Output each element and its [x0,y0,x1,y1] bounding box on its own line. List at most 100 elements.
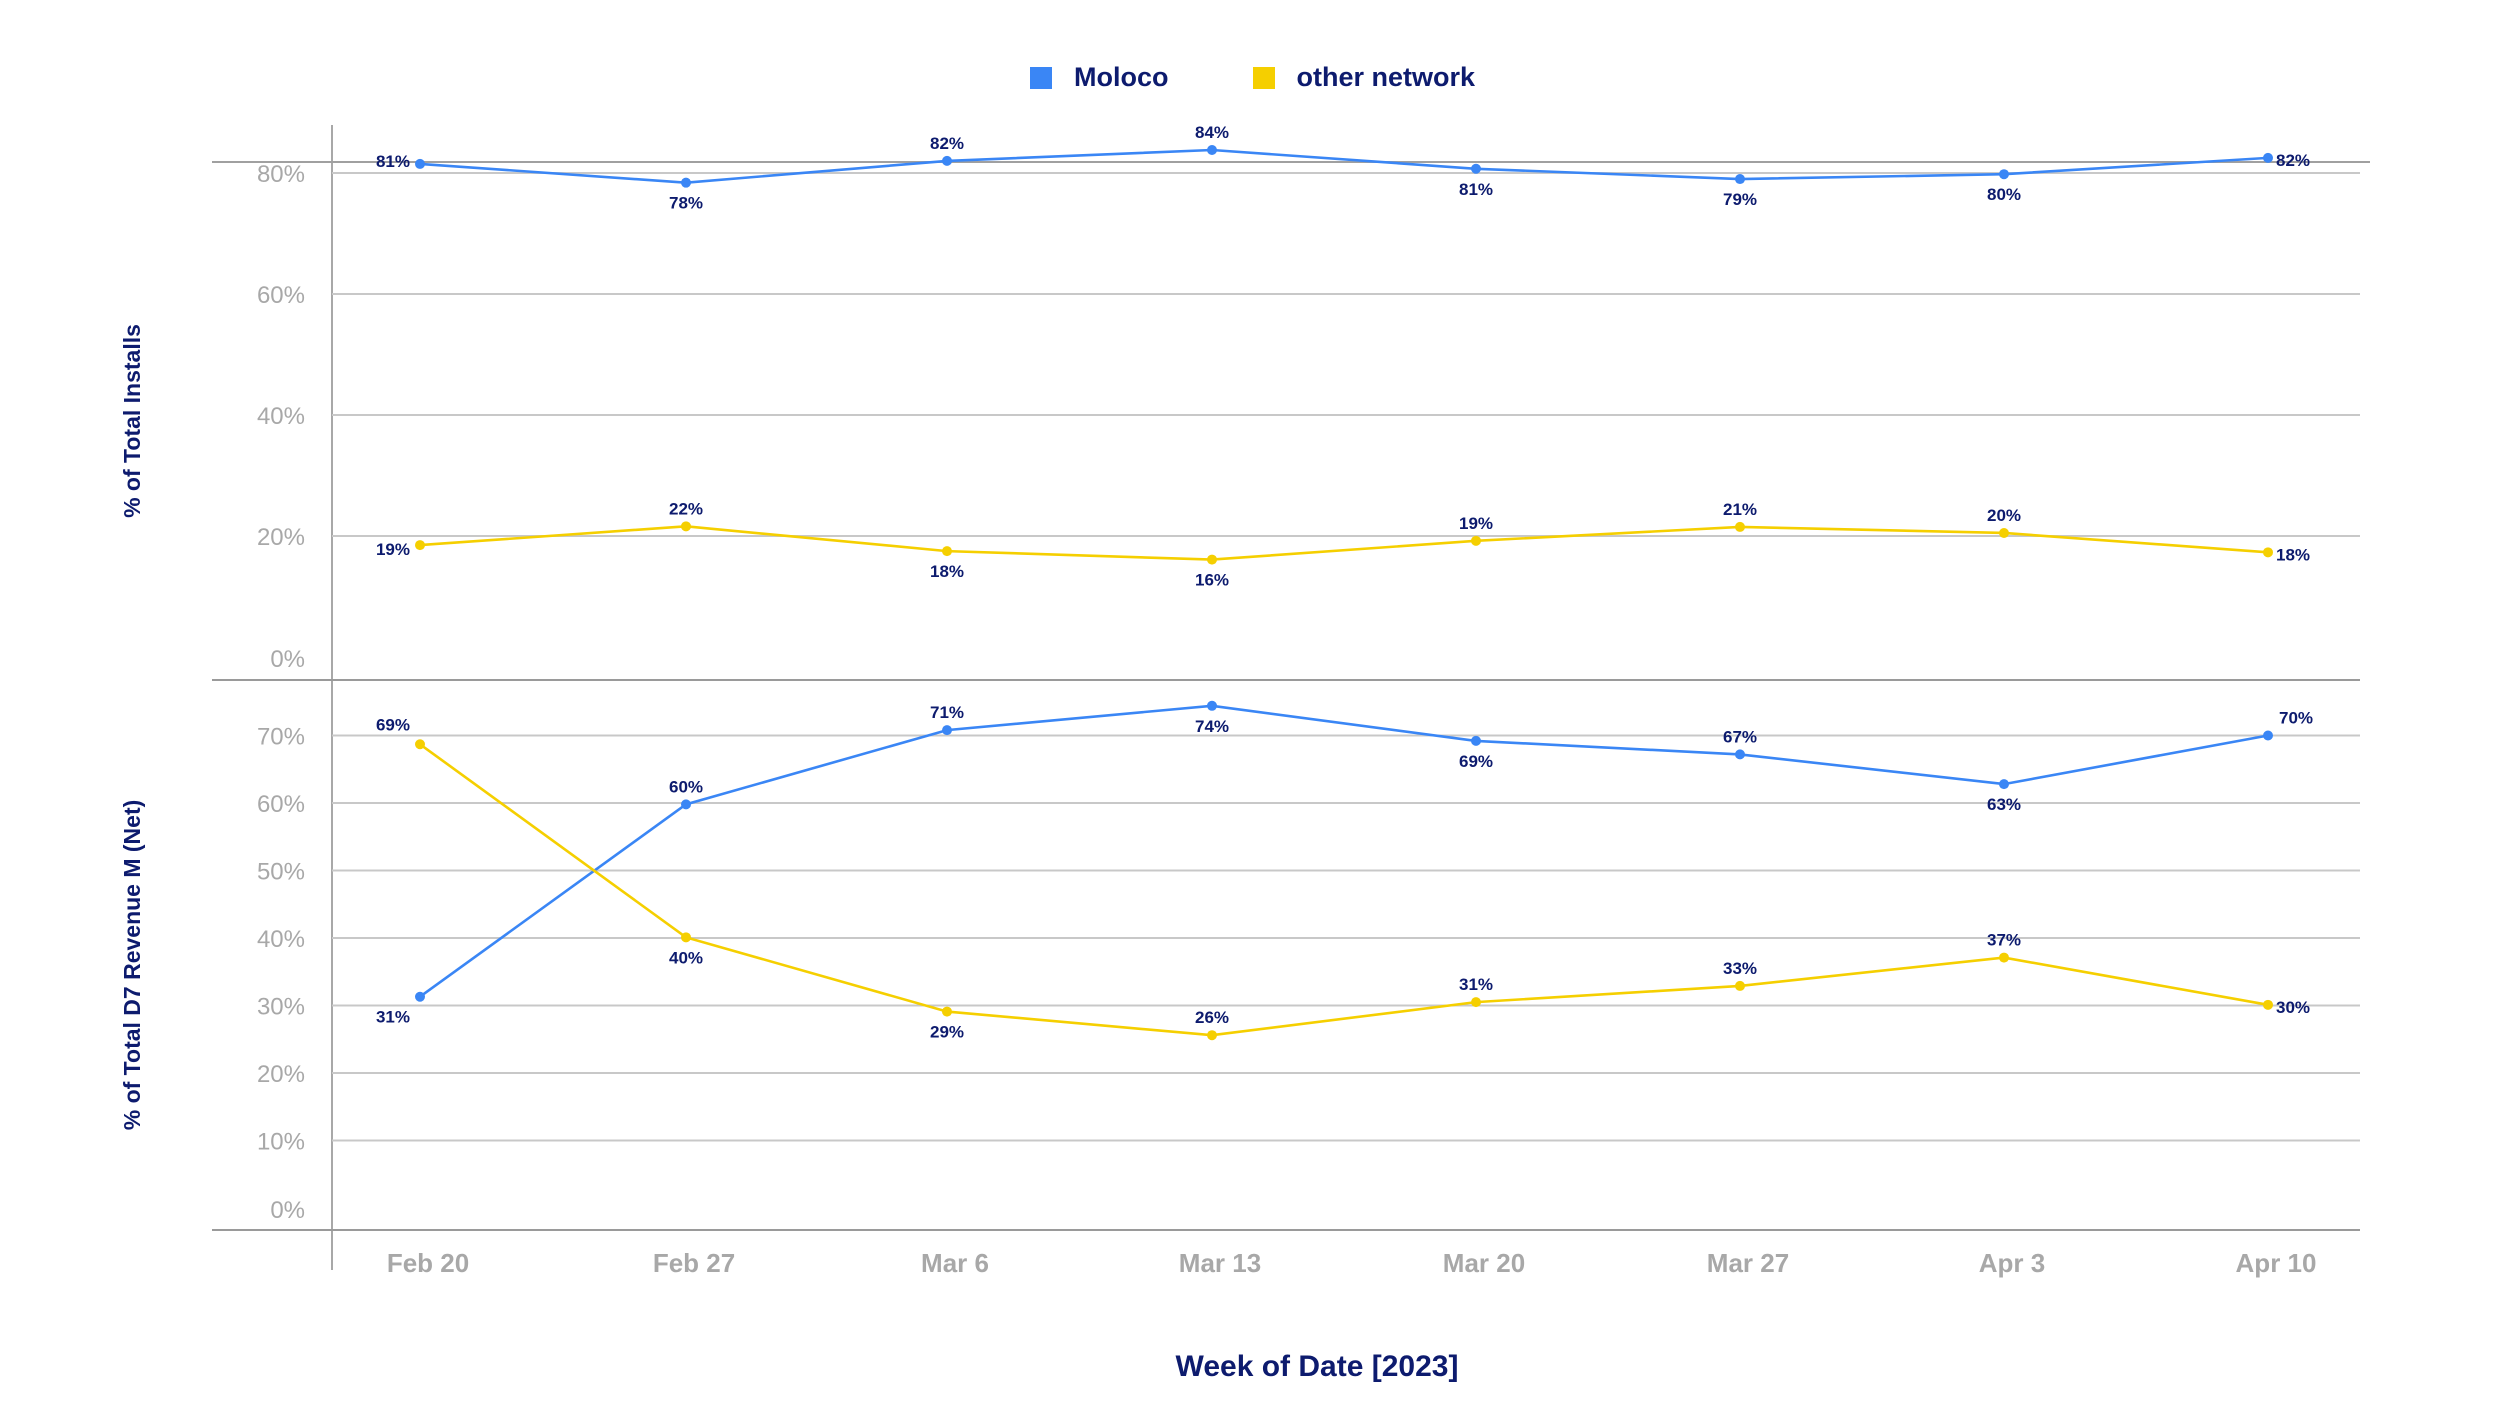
data-label: 79% [1723,190,1757,209]
legend-item-moloco[interactable]: Moloco [1030,62,1169,93]
data-label: 74% [1195,717,1229,736]
data-point[interactable] [1999,527,2009,538]
data-point[interactable] [415,739,425,750]
data-label: 81% [1459,180,1493,199]
data-point[interactable] [415,991,425,1002]
data-point[interactable] [942,725,952,736]
y-tick-label: 40% [257,403,305,430]
x-tick-label: Feb 20 [387,1248,469,1278]
data-label: 84% [1195,123,1229,142]
legend-label-moloco: Moloco [1074,62,1169,92]
data-label: 33% [1723,959,1757,978]
x-tick-label: Feb 27 [653,1248,735,1278]
series-line-other-network [419,743,2269,1037]
data-label: 22% [669,499,703,518]
y-axis-title: % of Total D7 Revenue M (Net) [119,800,145,1131]
data-point[interactable] [1471,997,1481,1008]
data-label: 80% [1987,185,2021,204]
data-point[interactable] [2263,547,2273,558]
data-point[interactable] [415,158,425,169]
data-label: 70% [2279,709,2313,728]
data-point[interactable] [2263,999,2273,1010]
data-label: 29% [930,1023,964,1042]
data-label: 30% [2276,998,2310,1017]
data-point[interactable] [1735,749,1745,760]
x-tick-label: Mar 6 [921,1248,989,1278]
data-point[interactable] [681,177,691,188]
x-tick-label: Mar 13 [1179,1248,1261,1278]
data-label: 71% [930,703,964,722]
data-label: 21% [1723,500,1757,519]
data-point[interactable] [1207,145,1217,156]
y-tick-label: 0% [270,1197,305,1224]
data-point[interactable] [942,155,952,166]
data-label: 69% [1459,752,1493,771]
data-label: 37% [1987,931,2021,950]
data-point[interactable] [415,540,425,551]
series-line-other-network [419,525,2269,561]
x-axis-title: Week of Date [2023] [1176,1350,1459,1383]
data-label: 18% [2276,545,2310,564]
y-tick-label: 40% [257,926,305,953]
data-point[interactable] [1471,735,1481,746]
data-label: 69% [376,715,410,734]
data-point[interactable] [1207,700,1217,711]
data-point[interactable] [681,799,691,810]
y-tick-label: 20% [257,1061,305,1088]
legend-item-other-network[interactable]: other network [1252,62,1476,93]
data-point[interactable] [1735,980,1745,991]
data-point[interactable] [1471,163,1481,174]
data-point[interactable] [1207,554,1217,565]
data-label: 31% [376,1008,410,1027]
data-point[interactable] [681,521,691,532]
data-label: 19% [1459,514,1493,533]
data-point[interactable] [1471,535,1481,546]
data-label: 67% [1723,727,1757,746]
y-tick-label: 80% [257,161,305,188]
data-point[interactable] [1999,952,2009,963]
y-tick-label: 0% [270,646,305,673]
legend-swatch-other-network [1252,66,1275,89]
x-tick-label: Mar 20 [1443,1248,1525,1278]
data-label: 40% [669,948,703,967]
legend: Moloco other network [1030,62,1475,93]
y-tick-label: 10% [257,1129,305,1156]
y-tick-label: 60% [257,282,305,309]
legend-label-other-network: other network [1296,62,1476,92]
y-tick-label: 50% [257,859,305,886]
data-point[interactable] [681,932,691,943]
data-point[interactable] [1207,1030,1217,1041]
x-tick-label: Apr 10 [2236,1248,2317,1278]
data-label: 20% [1987,506,2021,525]
data-point[interactable] [942,1006,952,1017]
data-label: 78% [669,194,703,213]
data-label: 26% [1195,1008,1229,1027]
x-tick-label: Apr 3 [1979,1248,2045,1278]
data-label: 16% [1195,571,1229,590]
y-tick-label: 60% [257,791,305,818]
y-tick-label: 30% [257,994,305,1021]
data-point[interactable] [1735,521,1745,532]
y-axis-title: % of Total Installs [119,324,145,518]
legend-swatch-moloco [1030,66,1052,89]
data-label: 19% [376,540,410,559]
x-tick-label: Mar 27 [1707,1248,1789,1278]
y-tick-label: 70% [257,724,305,751]
y-tick-label: 20% [257,524,305,551]
data-point[interactable] [942,546,952,557]
data-label: 82% [2276,151,2310,170]
data-label: 18% [930,562,964,581]
series-line-moloco [419,148,2269,184]
data-point[interactable] [1999,169,2009,180]
data-label: 31% [1459,975,1493,994]
data-point[interactable] [1735,174,1745,185]
data-label: 60% [669,777,703,796]
data-point[interactable] [1999,779,2009,790]
data-point[interactable] [2263,152,2273,163]
data-point[interactable] [2263,730,2273,741]
data-label: 63% [1987,795,2021,814]
data-label: 82% [930,134,964,153]
series-line-moloco [419,704,2269,998]
